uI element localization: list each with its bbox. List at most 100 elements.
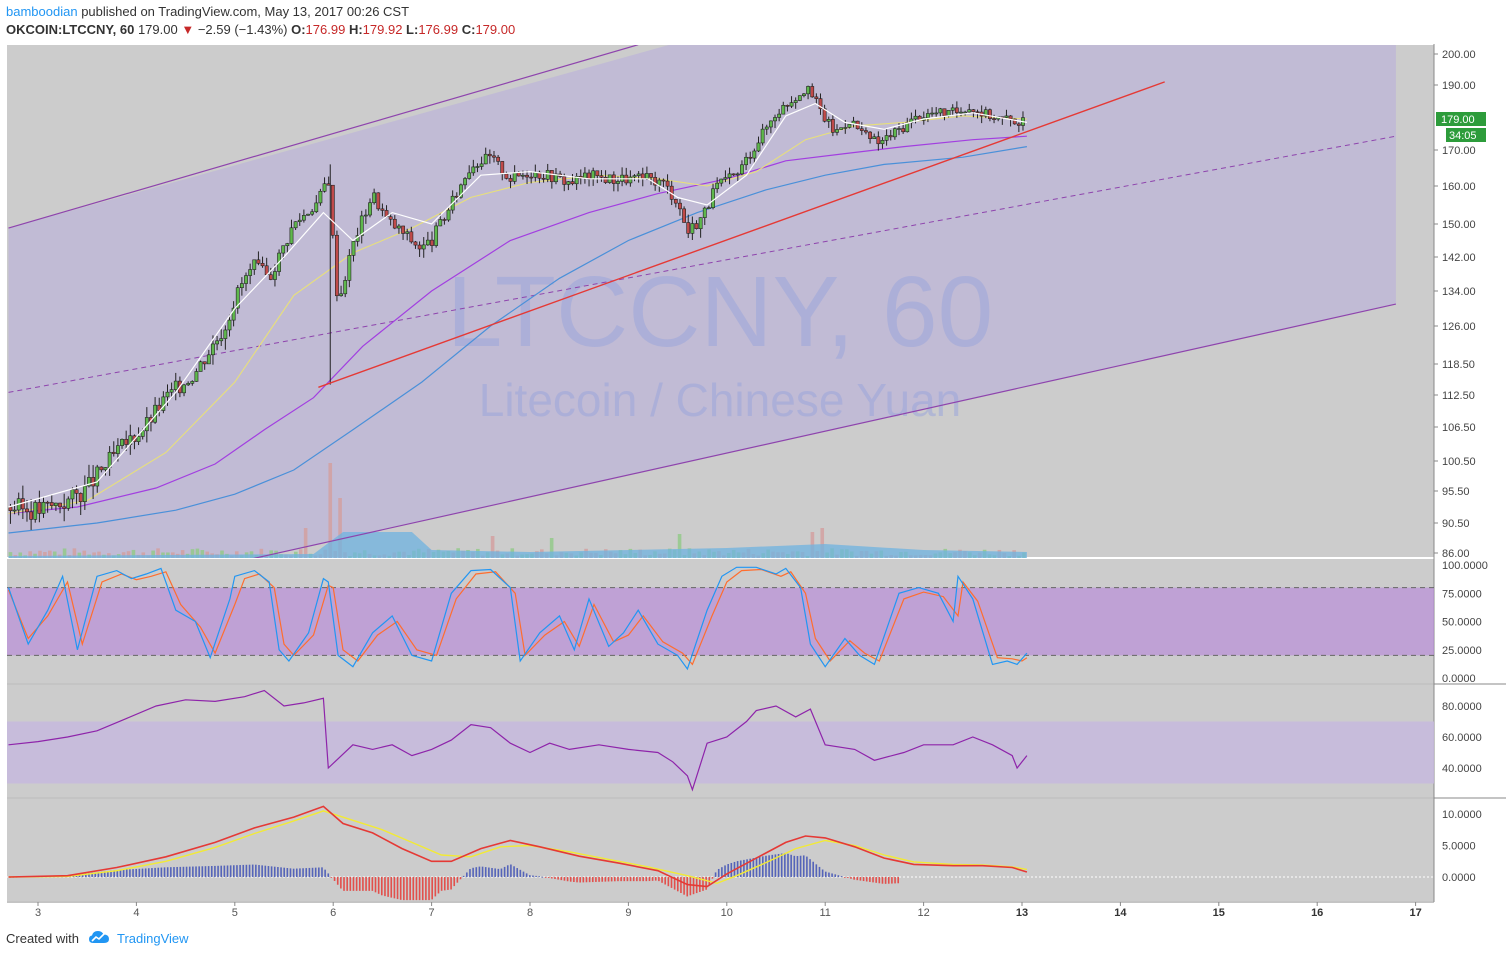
candle-body bbox=[516, 172, 521, 177]
candle-body bbox=[363, 214, 368, 217]
candle-body bbox=[706, 207, 711, 209]
candle bbox=[235, 285, 240, 314]
stoch-axis-label: 0.0000 bbox=[1442, 673, 1476, 685]
candle-body bbox=[682, 208, 686, 223]
candle-body bbox=[504, 173, 509, 179]
candle bbox=[570, 174, 575, 186]
candle-body bbox=[442, 219, 447, 221]
candle-body bbox=[120, 438, 124, 446]
candle-body bbox=[260, 263, 265, 267]
candle-body bbox=[789, 102, 794, 107]
macd-histogram-bar bbox=[100, 871, 103, 877]
macd-histogram-bar bbox=[585, 877, 588, 883]
macd-histogram-bar bbox=[506, 865, 509, 877]
candle-body bbox=[583, 172, 587, 179]
macd-signal-line bbox=[8, 810, 1028, 885]
candle bbox=[376, 192, 381, 211]
macd-histogram-bar bbox=[847, 877, 849, 878]
candle bbox=[330, 184, 335, 239]
time-axis-label: 10 bbox=[721, 907, 733, 919]
macd-histogram-bar bbox=[440, 877, 443, 891]
low-label: L: bbox=[406, 22, 419, 37]
candle-body bbox=[169, 389, 174, 393]
candle-body bbox=[686, 222, 691, 234]
candle bbox=[70, 487, 75, 509]
candle bbox=[892, 127, 897, 140]
chart-area[interactable]: LTCCNY, 60 Litecoin / Chinese Yuan 200.00 1… bbox=[0, 44, 1506, 920]
candle bbox=[706, 205, 711, 210]
candle bbox=[694, 220, 699, 230]
macd-histogram-bar bbox=[450, 877, 452, 890]
candle-body bbox=[599, 175, 604, 178]
candle bbox=[289, 219, 294, 245]
candle-body bbox=[165, 391, 170, 398]
candle-body bbox=[417, 244, 422, 250]
macd-histogram-bar bbox=[236, 865, 238, 877]
stoch-axis-label: 75.0000 bbox=[1442, 588, 1482, 600]
candle-body bbox=[70, 489, 75, 500]
time-axis-label: 5 bbox=[232, 907, 238, 919]
candle-body bbox=[806, 86, 810, 95]
candle-body bbox=[293, 221, 298, 229]
author-link[interactable]: bamboodian bbox=[6, 4, 78, 19]
volume-bar bbox=[48, 550, 52, 558]
macd-histogram-bar bbox=[834, 874, 837, 877]
candle-body bbox=[636, 173, 641, 176]
macd-histogram-bar bbox=[790, 854, 792, 877]
macd-histogram-bar bbox=[654, 877, 657, 881]
candle-body bbox=[438, 219, 443, 227]
macd-histogram-bar bbox=[865, 877, 868, 882]
candle bbox=[368, 198, 372, 218]
candle bbox=[182, 383, 186, 397]
candle-body bbox=[756, 142, 761, 152]
macd-histogram-bar bbox=[151, 868, 153, 877]
candle bbox=[773, 114, 777, 129]
volume-bar bbox=[298, 549, 303, 558]
candle-body bbox=[735, 173, 740, 176]
candle bbox=[768, 120, 773, 134]
time-axis-label: 16 bbox=[1311, 907, 1323, 919]
candle-body bbox=[306, 213, 310, 216]
macd-histogram-bar bbox=[850, 877, 852, 879]
macd-histogram-bar bbox=[894, 877, 896, 884]
macd-histogram-bar bbox=[462, 875, 465, 877]
candle-body bbox=[87, 477, 91, 487]
macd-histogram-bar bbox=[97, 872, 100, 877]
time-axis-label: 11 bbox=[819, 907, 830, 919]
volume-bar bbox=[18, 552, 23, 558]
price-axis-label: 90.50 bbox=[1442, 518, 1470, 530]
macd-histogram-bar bbox=[595, 877, 597, 882]
macd-histogram-bar bbox=[349, 877, 352, 891]
candle-body bbox=[483, 153, 488, 165]
macd-histogram-bar bbox=[736, 861, 739, 877]
candle-body bbox=[392, 218, 397, 229]
candle-body bbox=[190, 381, 195, 384]
macd-histogram-bar bbox=[887, 877, 890, 884]
candle bbox=[686, 214, 691, 239]
candle bbox=[248, 263, 253, 285]
macd-histogram-bar bbox=[91, 872, 93, 877]
macd-histogram-bar bbox=[103, 871, 106, 877]
volume-ma-area bbox=[8, 532, 1027, 558]
tradingview-link[interactable]: TradingView bbox=[117, 931, 189, 946]
candle bbox=[988, 108, 992, 122]
macd-histogram-bar bbox=[626, 877, 629, 882]
macd-histogram-bar bbox=[179, 866, 182, 877]
macd-histogram-bar bbox=[374, 877, 377, 893]
candle bbox=[25, 499, 29, 522]
candle bbox=[748, 151, 753, 164]
candle-body bbox=[322, 183, 327, 192]
candle bbox=[930, 107, 934, 117]
time-axis-label: 7 bbox=[429, 907, 435, 919]
volume-bar bbox=[62, 548, 67, 558]
macd-histogram-bar bbox=[818, 866, 821, 877]
macd-histogram-bar bbox=[217, 865, 219, 877]
macd-histogram-bar bbox=[85, 873, 87, 877]
macd-histogram-bar bbox=[368, 877, 371, 891]
macd-histogram-bar bbox=[749, 858, 752, 877]
rsi-axis-label: 40.0000 bbox=[1442, 763, 1482, 775]
candle-body bbox=[616, 181, 620, 184]
macd-histogram-bar bbox=[299, 868, 301, 877]
macd-axis-label: 5.0000 bbox=[1442, 841, 1476, 853]
macd-histogram-bar bbox=[686, 877, 689, 897]
